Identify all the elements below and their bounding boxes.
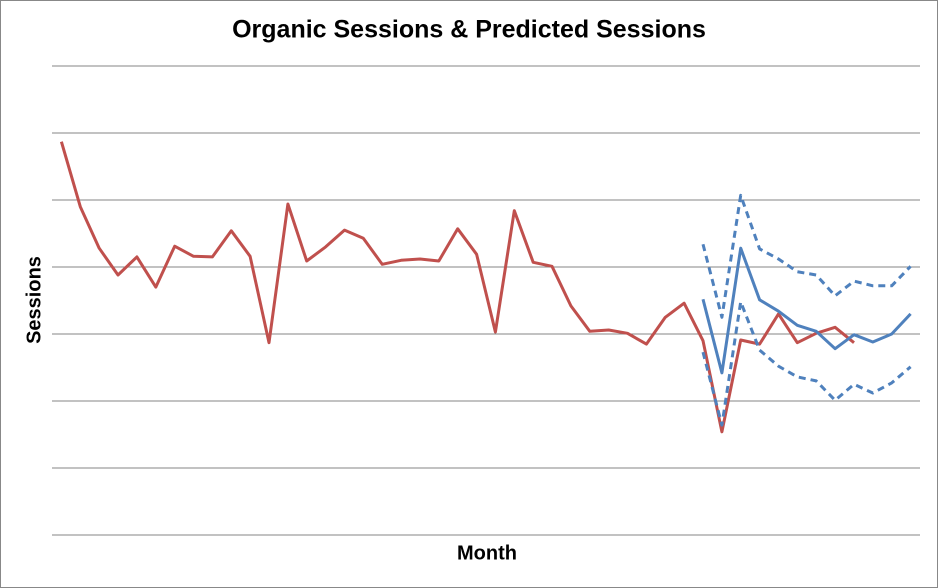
chart-title: Organic Sessions & Predicted Sessions: [232, 16, 706, 44]
series-line: [59, 141, 855, 434]
y-axis-label: Sessions: [23, 256, 45, 344]
series-line: [701, 246, 912, 375]
x-axis-label: Month: [457, 542, 517, 564]
